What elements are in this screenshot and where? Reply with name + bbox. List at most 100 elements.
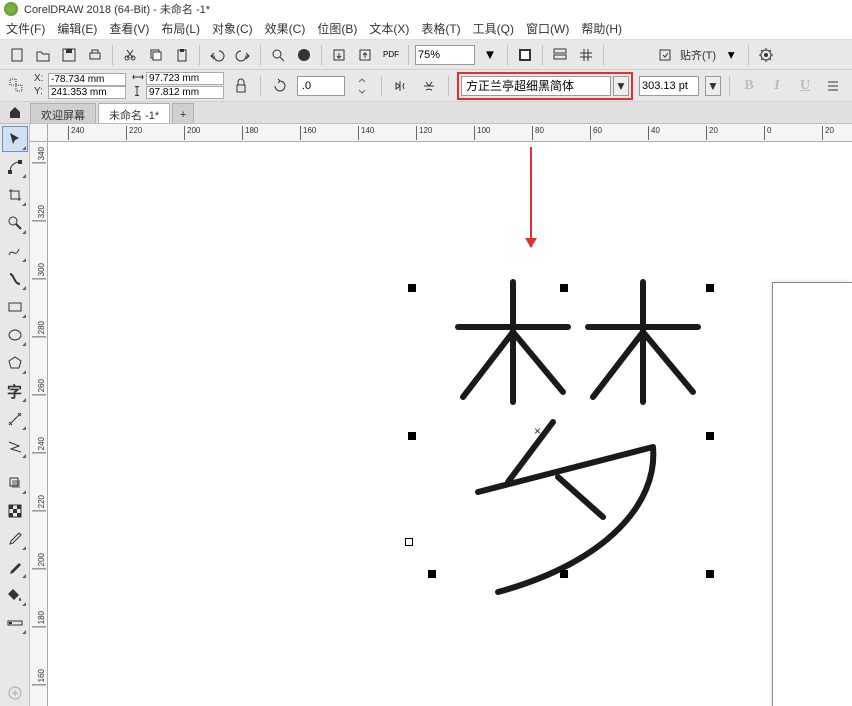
- separator: [448, 76, 449, 96]
- annotation-arrow-icon: [530, 147, 532, 247]
- unknown-icon[interactable]: [293, 44, 315, 66]
- x-label: X:: [34, 73, 48, 85]
- tab-welcome[interactable]: 欢迎屏幕: [30, 103, 96, 123]
- font-size-dropdown-icon[interactable]: ▼: [705, 76, 721, 96]
- tab-add[interactable]: +: [172, 103, 194, 123]
- mirror-h-button[interactable]: [390, 75, 412, 97]
- font-size-input[interactable]: [639, 76, 699, 96]
- text-align-button[interactable]: [822, 75, 844, 97]
- undo-button[interactable]: [206, 44, 228, 66]
- separator: [603, 45, 604, 65]
- publish-button[interactable]: [654, 44, 676, 66]
- font-dropdown-icon[interactable]: ▼: [613, 76, 629, 96]
- menu-effects[interactable]: 效果(C): [265, 20, 306, 37]
- parallel-dimension-tool[interactable]: [2, 406, 28, 432]
- zoom-tool[interactable]: [2, 210, 28, 236]
- menu-edit[interactable]: 编辑(E): [57, 20, 97, 37]
- menu-window[interactable]: 窗口(W): [526, 20, 569, 37]
- quick-customize-button[interactable]: [2, 680, 28, 706]
- ruler-vertical[interactable]: 340 320 300 280 260 240 220 200 180 160: [30, 142, 48, 706]
- cut-button[interactable]: [119, 44, 141, 66]
- selection-handle[interactable]: [405, 538, 413, 546]
- app-logo-icon: [4, 2, 18, 16]
- selection-handle[interactable]: [706, 570, 714, 578]
- snap-dropdown-icon[interactable]: ▾: [720, 44, 742, 66]
- bold-button[interactable]: B: [738, 75, 760, 97]
- search-button[interactable]: [267, 44, 289, 66]
- menu-table[interactable]: 表格(T): [421, 20, 460, 37]
- font-name-input[interactable]: [461, 76, 611, 96]
- selection-handle[interactable]: [408, 432, 416, 440]
- mirror-v-button[interactable]: [418, 75, 440, 97]
- redo-button[interactable]: [232, 44, 254, 66]
- canvas-area[interactable]: 240 220 200 180 160 140 120 100 80 60 40…: [30, 124, 852, 706]
- menu-help[interactable]: 帮助(H): [581, 20, 622, 37]
- italic-button[interactable]: I: [766, 75, 788, 97]
- paste-button[interactable]: [171, 44, 193, 66]
- open-button[interactable]: [32, 44, 54, 66]
- menu-file[interactable]: 文件(F): [6, 20, 45, 37]
- import-button[interactable]: [328, 44, 350, 66]
- rotation-icon: [269, 75, 291, 97]
- transparency-tool[interactable]: [2, 498, 28, 524]
- print-button[interactable]: [84, 44, 106, 66]
- fill-tool[interactable]: [2, 582, 28, 608]
- menu-bitmap[interactable]: 位图(B): [317, 20, 357, 37]
- selection-handle[interactable]: [706, 432, 714, 440]
- rotation-spinner[interactable]: [351, 75, 373, 97]
- lock-ratio-button[interactable]: [230, 75, 252, 97]
- crop-tool[interactable]: [2, 182, 28, 208]
- polygon-tool[interactable]: [2, 350, 28, 376]
- menu-view[interactable]: 查看(V): [109, 20, 149, 37]
- underline-button[interactable]: U: [794, 75, 816, 97]
- export-pdf-button[interactable]: PDF: [380, 44, 402, 66]
- interactive-fill-tool[interactable]: [2, 610, 28, 636]
- home-icon[interactable]: [4, 101, 26, 123]
- tab-document[interactable]: 未命名 -1*: [98, 103, 170, 123]
- pick-tool[interactable]: [2, 126, 28, 152]
- drawing-page[interactable]: [48, 142, 852, 706]
- rectangle-tool[interactable]: [2, 294, 28, 320]
- copy-button[interactable]: [145, 44, 167, 66]
- eyedropper-tool[interactable]: [2, 526, 28, 552]
- y-position-input[interactable]: [48, 86, 126, 99]
- ellipse-tool[interactable]: [2, 322, 28, 348]
- ruler-horizontal[interactable]: 240 220 200 180 160 140 120 100 80 60 40…: [48, 124, 852, 142]
- width-input[interactable]: [146, 72, 224, 85]
- menu-object[interactable]: 对象(C): [212, 20, 253, 37]
- snap-label[interactable]: 贴齐(T): [680, 47, 716, 63]
- page-boundary: [772, 282, 852, 706]
- export-button[interactable]: [354, 44, 376, 66]
- show-grid-button[interactable]: [575, 44, 597, 66]
- zoom-dropdown-icon[interactable]: ▼: [479, 44, 501, 66]
- selection-handle[interactable]: [560, 570, 568, 578]
- artistic-media-tool[interactable]: [2, 266, 28, 292]
- save-button[interactable]: [58, 44, 80, 66]
- selection-handle[interactable]: [408, 284, 416, 292]
- outline-pen-tool[interactable]: [2, 554, 28, 580]
- x-position-input[interactable]: [48, 73, 126, 86]
- freehand-tool[interactable]: [2, 238, 28, 264]
- menu-tools[interactable]: 工具(Q): [473, 20, 514, 37]
- toolbox: 字: [0, 124, 30, 706]
- text-object-glyph[interactable]: [418, 272, 738, 602]
- rotation-input[interactable]: [297, 76, 345, 96]
- selection-handle[interactable]: [706, 284, 714, 292]
- selection-center-icon[interactable]: [534, 428, 544, 438]
- menu-text[interactable]: 文本(X): [369, 20, 409, 37]
- show-rulers-button[interactable]: [549, 44, 571, 66]
- new-button[interactable]: [6, 44, 28, 66]
- selection-handle[interactable]: [428, 570, 436, 578]
- options-button[interactable]: [755, 44, 777, 66]
- selection-handle[interactable]: [560, 284, 568, 292]
- drop-shadow-tool[interactable]: [2, 470, 28, 496]
- separator: [112, 45, 113, 65]
- ruler-origin-icon[interactable]: [30, 124, 48, 142]
- height-input[interactable]: [146, 86, 224, 99]
- text-tool[interactable]: 字: [2, 378, 28, 404]
- zoom-level-input[interactable]: [415, 45, 475, 65]
- fullscreen-button[interactable]: [514, 44, 536, 66]
- shape-tool[interactable]: [2, 154, 28, 180]
- menu-layout[interactable]: 布局(L): [161, 20, 200, 37]
- connector-tool[interactable]: [2, 434, 28, 460]
